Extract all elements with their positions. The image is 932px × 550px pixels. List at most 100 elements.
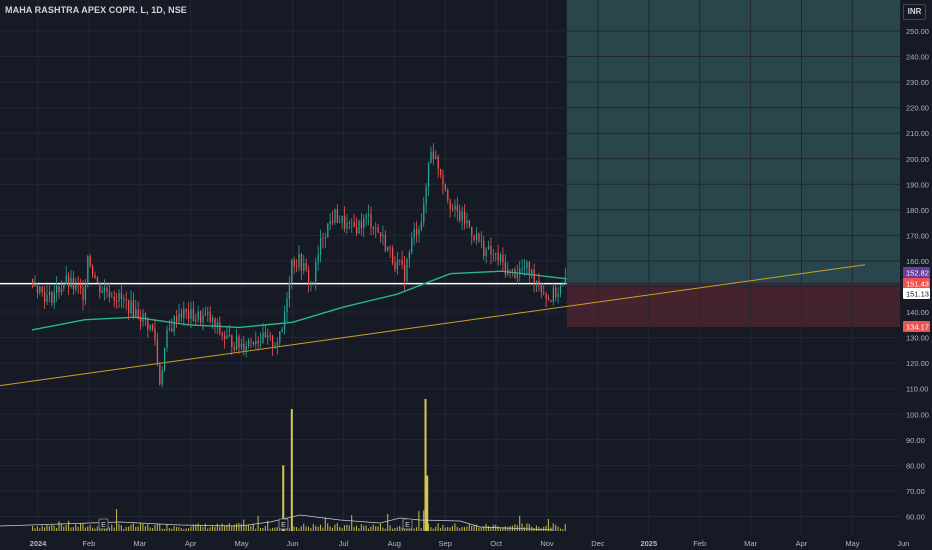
volume-bar <box>459 528 461 531</box>
candle-body <box>120 292 123 300</box>
volume-bar <box>166 524 168 531</box>
candle-body <box>214 318 216 326</box>
volume-bar <box>293 526 295 531</box>
volume-bar <box>255 528 257 531</box>
volume-bar <box>358 528 360 531</box>
volume-bar <box>535 525 538 531</box>
candle-body <box>343 216 346 229</box>
candle-body <box>435 156 437 159</box>
candle-body <box>355 226 358 234</box>
volume-bar <box>269 528 271 531</box>
volume-bar <box>221 523 223 531</box>
candle-body <box>552 287 555 302</box>
candle-body <box>391 248 394 264</box>
volume-bar <box>123 528 125 531</box>
candle-body <box>48 291 51 295</box>
volume-bar <box>171 528 173 531</box>
price-label-box <box>903 321 930 332</box>
volume-bar <box>108 527 110 531</box>
candle-body <box>269 335 271 337</box>
volume-bar <box>238 523 240 531</box>
candle-body <box>447 190 449 201</box>
volume-bar <box>461 527 463 531</box>
time-tick-label: 2024 <box>30 539 48 548</box>
volume-bar <box>135 526 137 531</box>
candle-body <box>190 308 192 319</box>
volume-bar <box>365 525 367 531</box>
price-tick-label: 180.00 <box>906 206 929 215</box>
candle-body <box>168 328 171 330</box>
candle-body <box>449 200 451 209</box>
volume-bar <box>195 524 197 531</box>
volume-bar <box>139 523 142 531</box>
candle-body <box>319 237 322 255</box>
price-tick-label: 130.00 <box>906 334 929 343</box>
price-tick-label: 200.00 <box>906 155 929 164</box>
time-axis[interactable]: 2024 Feb Mar Apr May Jun Jul Aug Sep Oct Nov Dec 202… <box>0 536 932 550</box>
candle-body <box>351 222 353 224</box>
price-tick-label: 170.00 <box>906 231 929 240</box>
volume-bar <box>466 526 468 531</box>
volume-bar <box>406 528 408 531</box>
candle-body <box>545 293 547 299</box>
volume-bar <box>442 524 444 531</box>
candle-body <box>420 222 423 230</box>
volume-bar <box>211 525 214 531</box>
volume-bar <box>307 526 310 531</box>
volume-bar <box>48 526 50 531</box>
candle-body <box>375 227 377 229</box>
candle-body <box>180 313 183 318</box>
price-tick-label: 210.00 <box>906 129 929 138</box>
candle-body <box>149 324 151 330</box>
candle-body <box>425 186 427 205</box>
volume-bar <box>187 528 190 531</box>
candle-body <box>461 211 463 221</box>
candle-body <box>540 285 543 293</box>
candle-body <box>555 287 557 298</box>
price-tick-label: 240.00 <box>906 53 929 62</box>
volume-bar <box>115 509 118 531</box>
candle-body <box>382 235 384 237</box>
volume-bar <box>538 526 540 531</box>
volume-bar <box>343 525 346 531</box>
volume-bar <box>43 527 46 531</box>
volume-bar <box>282 465 285 531</box>
volume-bar <box>562 528 564 531</box>
volume-bar <box>346 524 348 531</box>
earnings-marker-label: E <box>281 522 286 529</box>
candle-body <box>235 336 238 350</box>
volume-bar <box>72 527 74 531</box>
candle-body <box>103 287 106 292</box>
earnings-marker-label: E <box>405 522 410 529</box>
volume-bar <box>420 527 422 531</box>
candle-body <box>339 222 341 224</box>
candle-body <box>293 259 295 267</box>
volume-bar <box>79 523 82 531</box>
candle-body <box>384 235 387 251</box>
volume-bar <box>348 525 350 531</box>
candle-body <box>557 293 559 298</box>
volume-bar <box>545 525 547 531</box>
candle-body <box>487 245 490 250</box>
candle-body <box>72 277 75 290</box>
volume-bar <box>415 527 418 531</box>
time-tick-label: May <box>235 539 249 548</box>
candle-body <box>377 227 379 233</box>
volume-bar <box>341 528 343 531</box>
volume-bar <box>490 527 492 531</box>
price-tick-label: 250.00 <box>906 27 929 36</box>
trendline[interactable] <box>0 264 866 387</box>
candle-body <box>442 174 444 185</box>
candle-body <box>247 340 250 347</box>
volume-bar <box>427 523 430 531</box>
price-tick-label: 160.00 <box>906 257 929 266</box>
currency-badge[interactable]: INR <box>903 4 926 20</box>
candle-body <box>286 298 288 313</box>
price-label-box <box>903 267 930 278</box>
candle-body <box>75 283 77 290</box>
candle-body <box>370 213 372 228</box>
volume-bar <box>435 526 437 531</box>
